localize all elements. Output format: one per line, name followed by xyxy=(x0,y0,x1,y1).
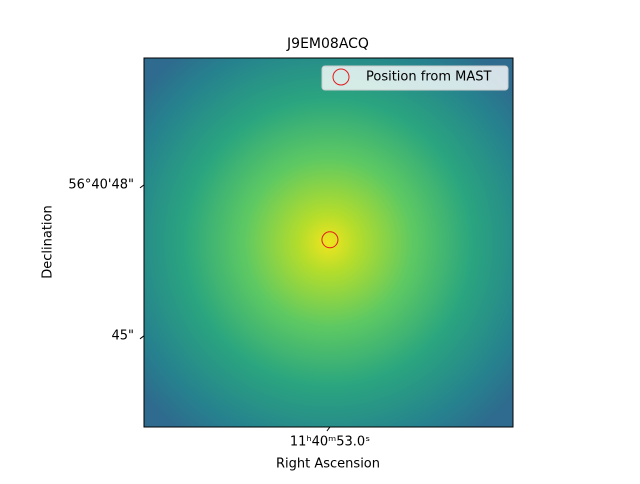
x-tick xyxy=(326,426,331,432)
y-tick xyxy=(139,335,145,340)
x-axis-label: Right Ascension xyxy=(276,457,380,472)
legend-label: Position from MAST xyxy=(366,70,491,85)
legend: Position from MAST xyxy=(321,65,509,91)
marker xyxy=(321,231,339,249)
y-tick xyxy=(139,184,145,189)
legend-marker xyxy=(332,68,350,86)
y-tick-label: 45" xyxy=(111,328,134,343)
x-tick-label: 11ʰ40ᵐ53.0ˢ xyxy=(290,435,370,450)
plot-frame xyxy=(143,57,514,428)
sky-image xyxy=(144,58,513,427)
y-tick-label: 56°40'48" xyxy=(68,177,134,192)
chart-title: J9EM08ACQ xyxy=(286,36,369,52)
legend-box xyxy=(321,65,509,91)
y-axis-label: Declination xyxy=(41,205,56,279)
